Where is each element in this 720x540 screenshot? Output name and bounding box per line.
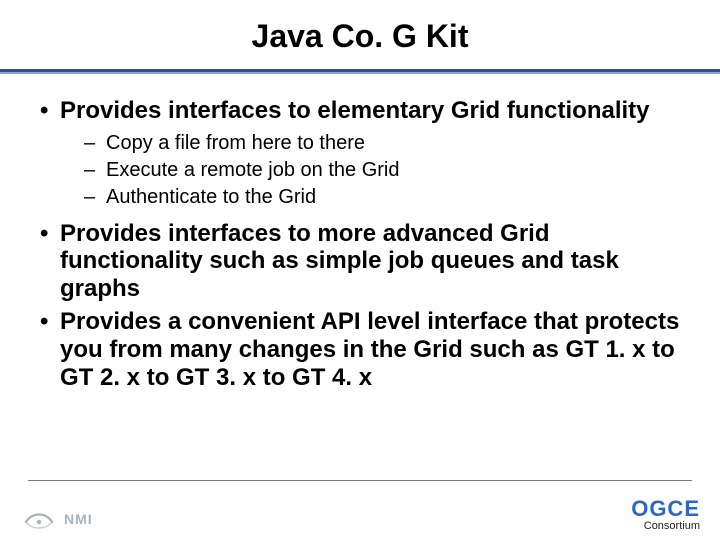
- logo-right: OGCE Consortium: [631, 498, 700, 532]
- ogce-label: OGCE: [631, 498, 700, 520]
- sub-bullet-item: Copy a file from here to there: [60, 131, 684, 156]
- nmi-swirl-icon: [22, 508, 56, 530]
- divider-light: [0, 72, 720, 74]
- bullet-text: Provides interfaces to more advanced Gri…: [60, 220, 619, 302]
- footer-divider: [28, 480, 692, 481]
- bullet-text: Provides a convenient API level interfac…: [60, 308, 679, 390]
- slide-title: Java Co. G Kit: [0, 0, 720, 69]
- nmi-label: NMI: [64, 511, 93, 527]
- sub-bullet-item: Authenticate to the Grid: [60, 185, 684, 210]
- bullet-text: Provides interfaces to elementary Grid f…: [60, 97, 650, 124]
- sub-bullet-text: Execute a remote job on the Grid: [106, 159, 400, 181]
- title-divider: [0, 69, 720, 75]
- consortium-label: Consortium: [631, 521, 700, 532]
- bullet-list: Provides interfaces to elementary Grid f…: [36, 97, 684, 391]
- footer: NMI OGCE Consortium: [0, 480, 720, 540]
- bullet-item: Provides a convenient API level interfac…: [36, 308, 684, 391]
- bullet-item: Provides interfaces to more advanced Gri…: [36, 220, 684, 303]
- logo-left: NMI: [22, 508, 93, 530]
- sub-bullet-item: Execute a remote job on the Grid: [60, 158, 684, 183]
- slide: Java Co. G Kit Provides interfaces to el…: [0, 0, 720, 540]
- bullet-item: Provides interfaces to elementary Grid f…: [36, 97, 684, 210]
- sub-bullet-text: Copy a file from here to there: [106, 132, 365, 154]
- sub-bullet-list: Copy a file from here to there Execute a…: [60, 131, 684, 210]
- content-area: Provides interfaces to elementary Grid f…: [0, 75, 720, 391]
- sub-bullet-text: Authenticate to the Grid: [106, 186, 316, 208]
